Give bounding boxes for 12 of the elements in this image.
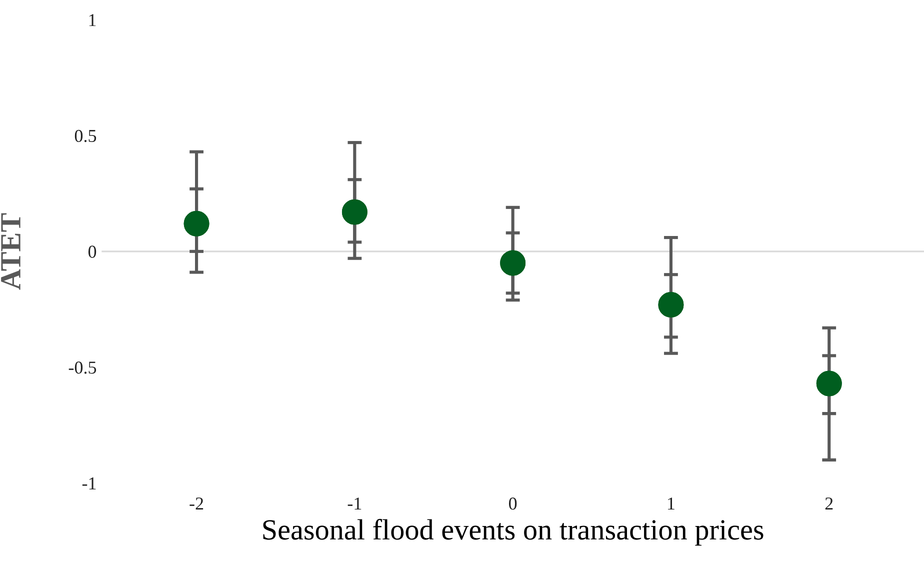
y-tick-label: -1 <box>82 477 96 490</box>
x-tick-label: 1 <box>668 498 674 510</box>
x-tick-label: -2 <box>190 498 204 510</box>
y-tick-label: -0.5 <box>68 362 96 374</box>
x-axis-title: Seasonal flood events on transaction prices <box>263 518 764 546</box>
y-axis-title: ATET <box>1 213 20 290</box>
x-tick-label: 0 <box>508 497 517 510</box>
y-tick-label: 0 <box>88 246 96 258</box>
x-tick-label: -1 <box>348 498 362 510</box>
x-tick-label: 2 <box>825 498 833 510</box>
y-tick-label: 0.5 <box>74 130 96 142</box>
y-tick-label: 1 <box>89 14 96 26</box>
